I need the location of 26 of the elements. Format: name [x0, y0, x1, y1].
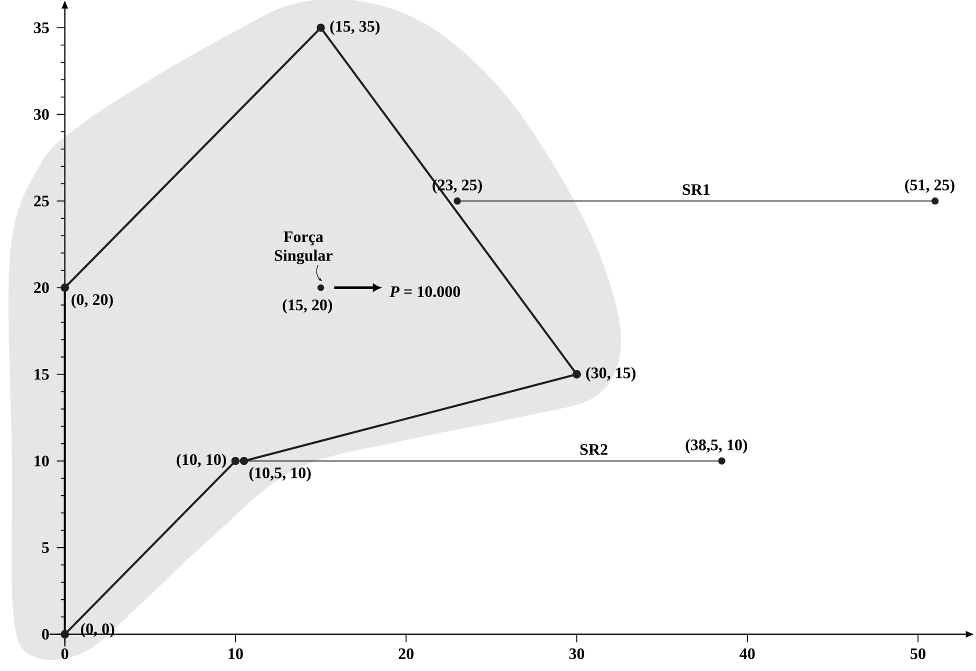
y-tick-label: 0 — [42, 629, 49, 640]
annotation: (0, 20) — [72, 294, 113, 308]
y-tick-label: 30 — [34, 109, 49, 120]
annotation: (15, 20) — [282, 299, 332, 314]
y-tick-label: 5 — [42, 542, 49, 554]
y-tick-label: 15 — [34, 369, 49, 380]
x-tick-label: 30 — [569, 648, 584, 660]
annotation: (15, 35) — [330, 20, 380, 36]
annotation: SR1 — [682, 184, 710, 196]
y-tick-label: 10 — [34, 456, 49, 467]
x-tick-label: 10 — [228, 648, 243, 660]
annotation: SR2 — [580, 444, 608, 456]
x-tick-label: 20 — [398, 648, 414, 660]
y-tick-label: 20 — [34, 282, 49, 294]
y-tick-label: 25 — [34, 196, 49, 207]
x-tick-label: 40 — [740, 648, 755, 660]
annotation: (10, 10) — [176, 454, 226, 468]
annotation: P = 10.000 — [390, 286, 460, 298]
y-tick-label: 35 — [34, 22, 49, 34]
annotation: Força Singular — [274, 232, 332, 264]
x-tick-label: 50 — [910, 648, 926, 660]
annotation: (38,5, 10) — [686, 439, 748, 454]
annotation: (51, 25) — [905, 179, 954, 194]
annotation: (30, 15) — [586, 367, 636, 382]
annotation: (10,5, 10) — [249, 467, 311, 482]
x-tick-label: 0 — [61, 648, 68, 660]
